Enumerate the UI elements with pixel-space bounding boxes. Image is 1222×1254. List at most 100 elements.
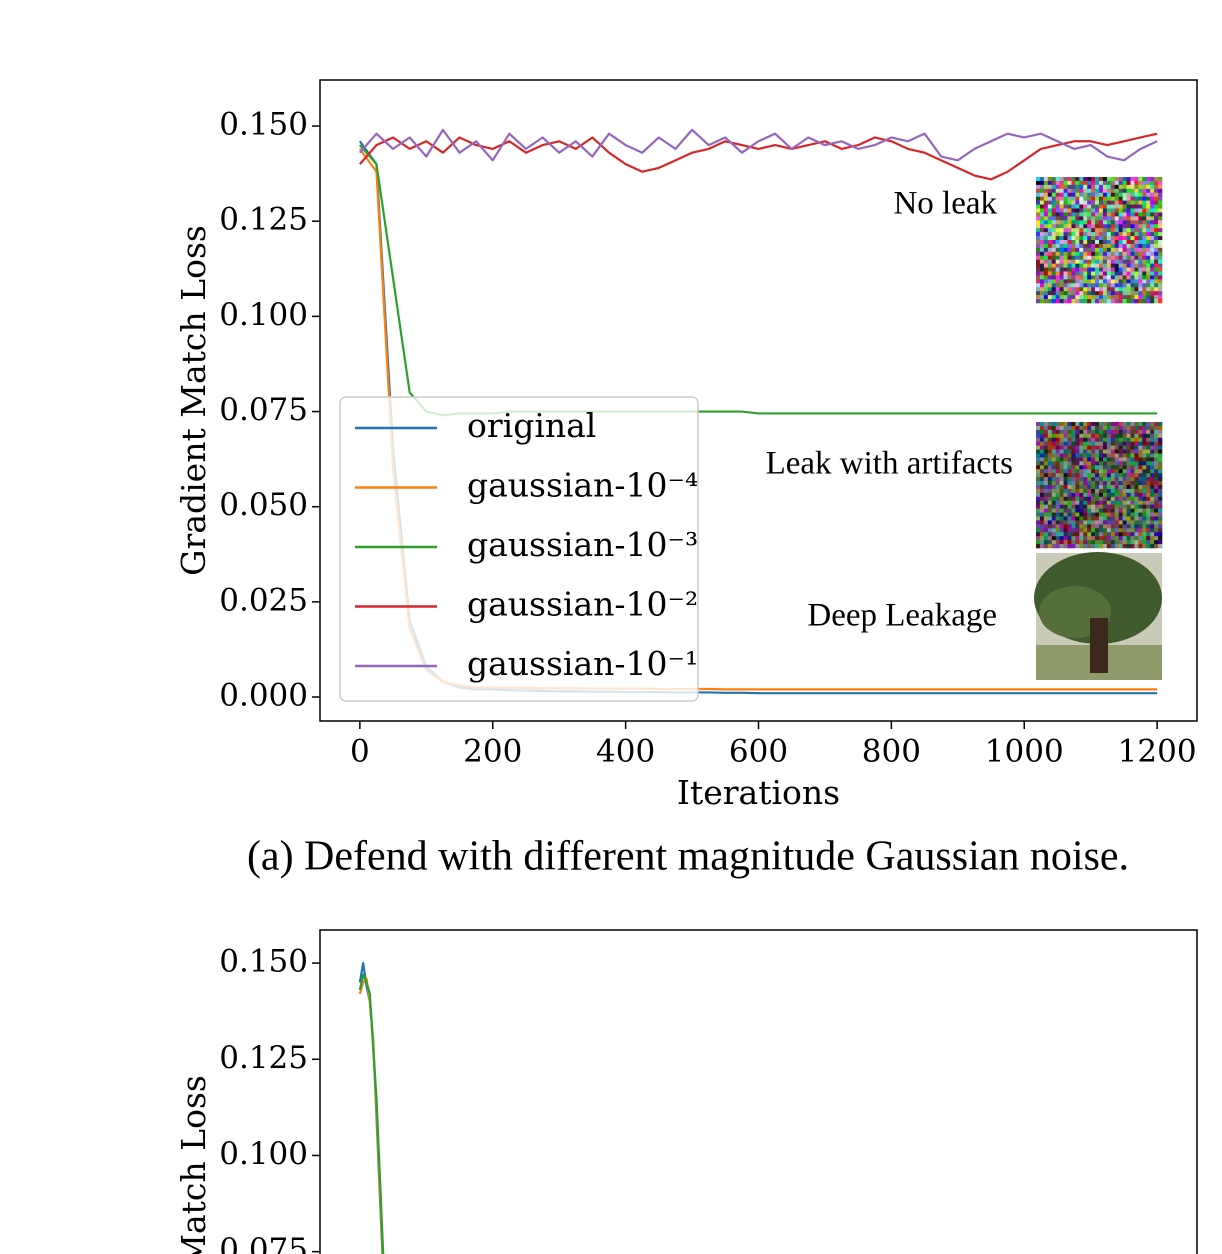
noise-pixel [1118, 429, 1123, 435]
noise-pixel [1071, 524, 1076, 529]
noise-pixel [1075, 228, 1080, 233]
noise-pixel [1095, 508, 1100, 513]
noise-pixel [1071, 228, 1076, 233]
noise-pixel [1118, 232, 1123, 237]
noise-pixel [1051, 481, 1056, 486]
noise-pixel [1059, 251, 1064, 257]
noise-pixel [1122, 177, 1127, 182]
noise-pixel [1130, 188, 1135, 194]
noise-pixel [1150, 445, 1155, 450]
noise-pixel [1051, 457, 1056, 462]
plot-frame [319, 79, 1198, 722]
noise-pixel [1047, 461, 1053, 466]
y-tick-label: 0.100 [219, 297, 308, 333]
noise-pixel [1063, 457, 1068, 462]
noise-pixel [1087, 275, 1092, 280]
noise-pixel [1150, 528, 1155, 533]
noise-pixel [1051, 216, 1056, 221]
noise-pixel [1036, 255, 1041, 260]
noise-pixel [1047, 200, 1053, 205]
noise-pixel [1106, 232, 1112, 237]
noise-pixel [1134, 228, 1139, 233]
noise-pixel [1114, 208, 1119, 213]
noise-pixel [1075, 445, 1080, 450]
noise-pixel [1150, 465, 1155, 470]
noise-pixel [1130, 532, 1135, 537]
noise-pixel [1130, 488, 1135, 494]
noise-pixel [1039, 536, 1045, 541]
noise-pixel [1114, 469, 1119, 474]
noise-pixel [1138, 457, 1143, 462]
noise-pixel [1110, 295, 1116, 300]
noise-pixel [1087, 212, 1092, 217]
noise-pixel [1075, 469, 1080, 474]
noise-pixel [1067, 263, 1072, 268]
noise-pixel [1095, 540, 1100, 545]
noise-pixel [1075, 532, 1080, 537]
noise-pixel [1138, 504, 1143, 509]
noise-pixel [1059, 524, 1064, 529]
noise-pixel [1043, 212, 1049, 217]
noise-pixel [1118, 271, 1123, 276]
noise-pixel [1138, 512, 1143, 517]
noise-pixel [1036, 488, 1041, 494]
noise-pixel [1150, 216, 1155, 221]
noise-pixel [1102, 247, 1108, 253]
noise-pixel [1059, 496, 1064, 502]
noise-pixel [1075, 279, 1080, 284]
noise-pixel [1106, 180, 1112, 186]
noise-pixel [1154, 449, 1159, 454]
noise-pixel [1071, 520, 1076, 525]
noise-pixel [1051, 449, 1056, 454]
noise-pixel [1126, 457, 1131, 462]
noise-pixel [1138, 544, 1143, 549]
noise-pixel [1055, 291, 1060, 296]
noise-pixel [1142, 429, 1147, 435]
noise-pixel [1063, 449, 1068, 454]
legend-box [339, 396, 699, 702]
noise-pixel [1142, 291, 1147, 296]
noise-pixel [1055, 275, 1060, 280]
noise-pixel [1146, 259, 1151, 264]
noise-pixel [1043, 425, 1049, 431]
noise-pixel [1122, 251, 1127, 257]
noise-pixel [1110, 516, 1116, 521]
noise-pixel [1150, 453, 1155, 458]
noise-pixel [1102, 461, 1108, 466]
noise-pixel [1126, 481, 1131, 486]
noise-pixel [1130, 275, 1135, 280]
noise-pixel [1051, 271, 1056, 276]
noise-pixel [1071, 212, 1076, 217]
noise-pixel [1102, 481, 1108, 486]
noise-pixel [1091, 524, 1096, 529]
noise-pixel [1146, 540, 1151, 545]
noise-pixel [1036, 232, 1041, 237]
noise-pixel [1122, 540, 1127, 545]
noise-pixel [1055, 437, 1060, 442]
noise-pixel [1047, 295, 1053, 300]
noise-pixel [1154, 275, 1159, 280]
noise-pixel [1154, 481, 1159, 486]
noise-pixel [1138, 204, 1143, 209]
noise-pixel [1039, 449, 1045, 454]
noise-pixel [1122, 267, 1127, 272]
noise-pixel [1079, 469, 1084, 474]
noise-pixel [1099, 204, 1104, 209]
noise-pixel [1150, 524, 1155, 529]
noise-pixel [1102, 212, 1108, 217]
noise-pixel [1106, 441, 1112, 446]
noise-pixel [1134, 299, 1139, 304]
noise-pixel [1150, 422, 1155, 427]
noise-pixel [1071, 528, 1076, 533]
noise-pixel [1142, 263, 1147, 268]
noise-pixel [1043, 536, 1049, 541]
noise-pixel [1154, 536, 1159, 541]
noise-pixel [1095, 536, 1100, 541]
noise-pixel [1087, 287, 1092, 292]
noise-pixel [1122, 441, 1127, 446]
noise-pixel [1150, 212, 1155, 217]
noise-pixel [1063, 291, 1068, 296]
noise-pixel [1138, 295, 1143, 300]
noise-pixel [1036, 204, 1041, 209]
noise-pixel [1154, 243, 1159, 249]
